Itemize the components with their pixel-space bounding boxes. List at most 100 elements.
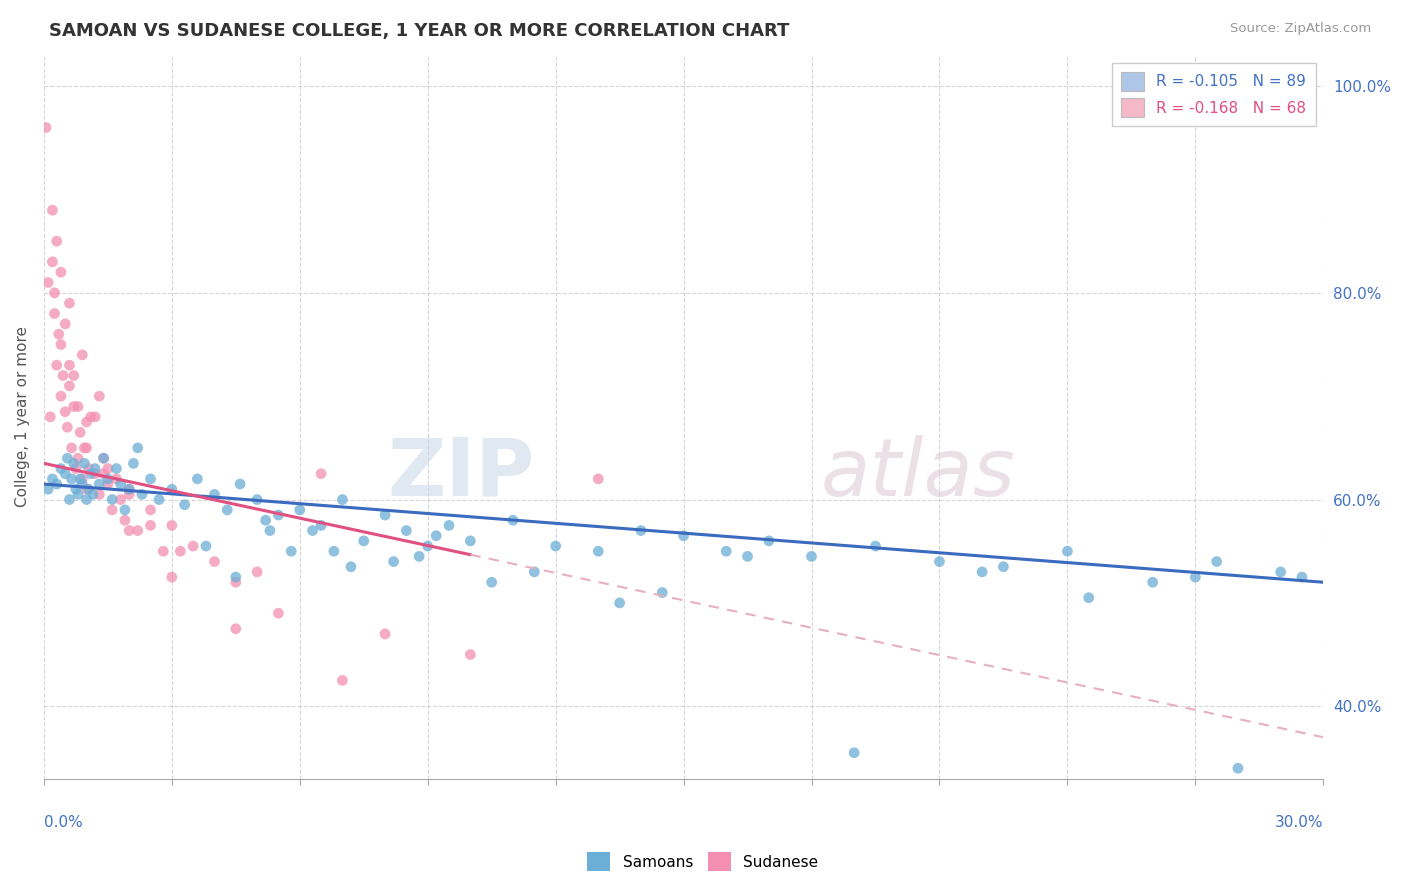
Point xyxy=(45,477,67,491)
Point xyxy=(35,120,58,135)
Point xyxy=(844,746,866,760)
Point xyxy=(229,477,252,491)
Point xyxy=(502,513,524,527)
Point xyxy=(69,472,91,486)
Point xyxy=(382,555,405,569)
Y-axis label: College, 1 year or more: College, 1 year or more xyxy=(15,326,30,508)
Point xyxy=(62,456,84,470)
Point xyxy=(139,518,162,533)
Point xyxy=(1056,544,1078,558)
Text: SAMOAN VS SUDANESE COLLEGE, 1 YEAR OR MORE CORRELATION CHART: SAMOAN VS SUDANESE COLLEGE, 1 YEAR OR MO… xyxy=(49,22,790,40)
Point xyxy=(460,533,482,548)
Point xyxy=(225,575,247,590)
Point xyxy=(66,451,89,466)
Point xyxy=(65,482,87,496)
Point xyxy=(66,400,89,414)
Point xyxy=(84,461,107,475)
Point xyxy=(122,456,145,470)
Point xyxy=(77,482,100,496)
Point xyxy=(217,503,239,517)
Point xyxy=(114,513,136,527)
Point xyxy=(49,389,72,403)
Point xyxy=(127,524,149,538)
Point xyxy=(84,467,107,481)
Point xyxy=(139,472,162,486)
Point xyxy=(76,492,98,507)
Point xyxy=(481,575,503,590)
Point xyxy=(52,368,75,383)
Point xyxy=(322,544,344,558)
Point xyxy=(101,492,124,507)
Point xyxy=(72,472,94,486)
Point xyxy=(44,306,66,320)
Point xyxy=(160,518,183,533)
Point xyxy=(204,555,226,569)
Point xyxy=(425,529,447,543)
Point xyxy=(588,472,610,486)
Point xyxy=(246,565,269,579)
Point xyxy=(131,487,153,501)
Point xyxy=(89,487,111,501)
Point xyxy=(758,533,780,548)
Point xyxy=(1142,575,1164,590)
Point xyxy=(60,472,83,486)
Point xyxy=(110,492,132,507)
Point xyxy=(49,461,72,475)
Point xyxy=(928,555,950,569)
Point xyxy=(225,622,247,636)
Point xyxy=(309,467,332,481)
Legend: R = -0.105   N = 89, R = -0.168   N = 68: R = -0.105 N = 89, R = -0.168 N = 68 xyxy=(1112,62,1316,126)
Text: ZIP: ZIP xyxy=(387,434,534,513)
Point xyxy=(56,420,79,434)
Point xyxy=(72,348,94,362)
Point xyxy=(58,358,80,372)
Point xyxy=(76,441,98,455)
Point xyxy=(353,533,375,548)
Point xyxy=(160,570,183,584)
Point xyxy=(105,472,128,486)
Point xyxy=(127,441,149,455)
Point xyxy=(254,513,277,527)
Point xyxy=(80,409,103,424)
Point xyxy=(588,544,610,558)
Point xyxy=(374,627,396,641)
Point xyxy=(97,477,120,491)
Point xyxy=(73,441,96,455)
Point xyxy=(1077,591,1099,605)
Point xyxy=(609,596,631,610)
Point xyxy=(194,539,217,553)
Point xyxy=(374,508,396,522)
Point xyxy=(93,451,115,466)
Point xyxy=(993,559,1015,574)
Point xyxy=(332,492,354,507)
Point xyxy=(332,673,354,688)
Point xyxy=(110,477,132,491)
Point xyxy=(65,461,87,475)
Point xyxy=(544,539,567,553)
Point xyxy=(118,482,141,496)
Point xyxy=(186,472,208,486)
Text: atlas: atlas xyxy=(821,434,1015,513)
Point xyxy=(97,461,120,475)
Point xyxy=(89,389,111,403)
Point xyxy=(66,487,89,501)
Point xyxy=(45,358,67,372)
Point xyxy=(77,461,100,475)
Point xyxy=(267,606,290,620)
Text: 0.0%: 0.0% xyxy=(44,814,83,830)
Point xyxy=(58,492,80,507)
Point xyxy=(101,503,124,517)
Point xyxy=(37,482,59,496)
Point xyxy=(169,544,191,558)
Point xyxy=(1291,570,1313,584)
Point xyxy=(437,518,460,533)
Point xyxy=(41,255,63,269)
Point xyxy=(408,549,430,564)
Point xyxy=(76,415,98,429)
Point xyxy=(1227,761,1250,775)
Point xyxy=(97,472,120,486)
Point xyxy=(62,368,84,383)
Point xyxy=(416,539,439,553)
Point xyxy=(523,565,546,579)
Point xyxy=(82,487,104,501)
